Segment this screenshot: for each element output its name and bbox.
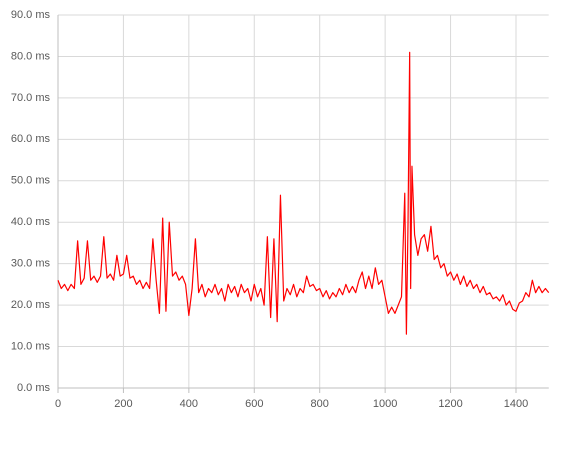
x-tick-label: 1400 bbox=[504, 398, 528, 410]
x-tick-label: 1200 bbox=[438, 398, 462, 410]
x-tick-label: 0 bbox=[55, 398, 61, 410]
data-line bbox=[57, 51, 550, 335]
y-tick-label: 70.0 ms bbox=[11, 92, 51, 104]
y-tick-label: 20.0 ms bbox=[11, 299, 51, 311]
y-tick-label: 50.0 ms bbox=[11, 175, 51, 187]
x-tick-label: 600 bbox=[245, 398, 263, 410]
x-tick-label: 800 bbox=[311, 398, 329, 410]
y-tick-label: 10.0 ms bbox=[11, 340, 51, 352]
x-tick-label: 1000 bbox=[373, 398, 397, 410]
x-tick-label: 400 bbox=[180, 398, 198, 410]
y-tick-label: 80.0 ms bbox=[11, 50, 51, 62]
y-tick-label: 40.0 ms bbox=[11, 216, 51, 228]
y-tick-label: 60.0 ms bbox=[11, 133, 51, 145]
y-tick-label: 90.0 ms bbox=[11, 9, 51, 21]
x-tick-label: 200 bbox=[114, 398, 132, 410]
y-tick-label: 30.0 ms bbox=[11, 258, 51, 270]
y-tick-label: 0.0 ms bbox=[17, 382, 51, 394]
